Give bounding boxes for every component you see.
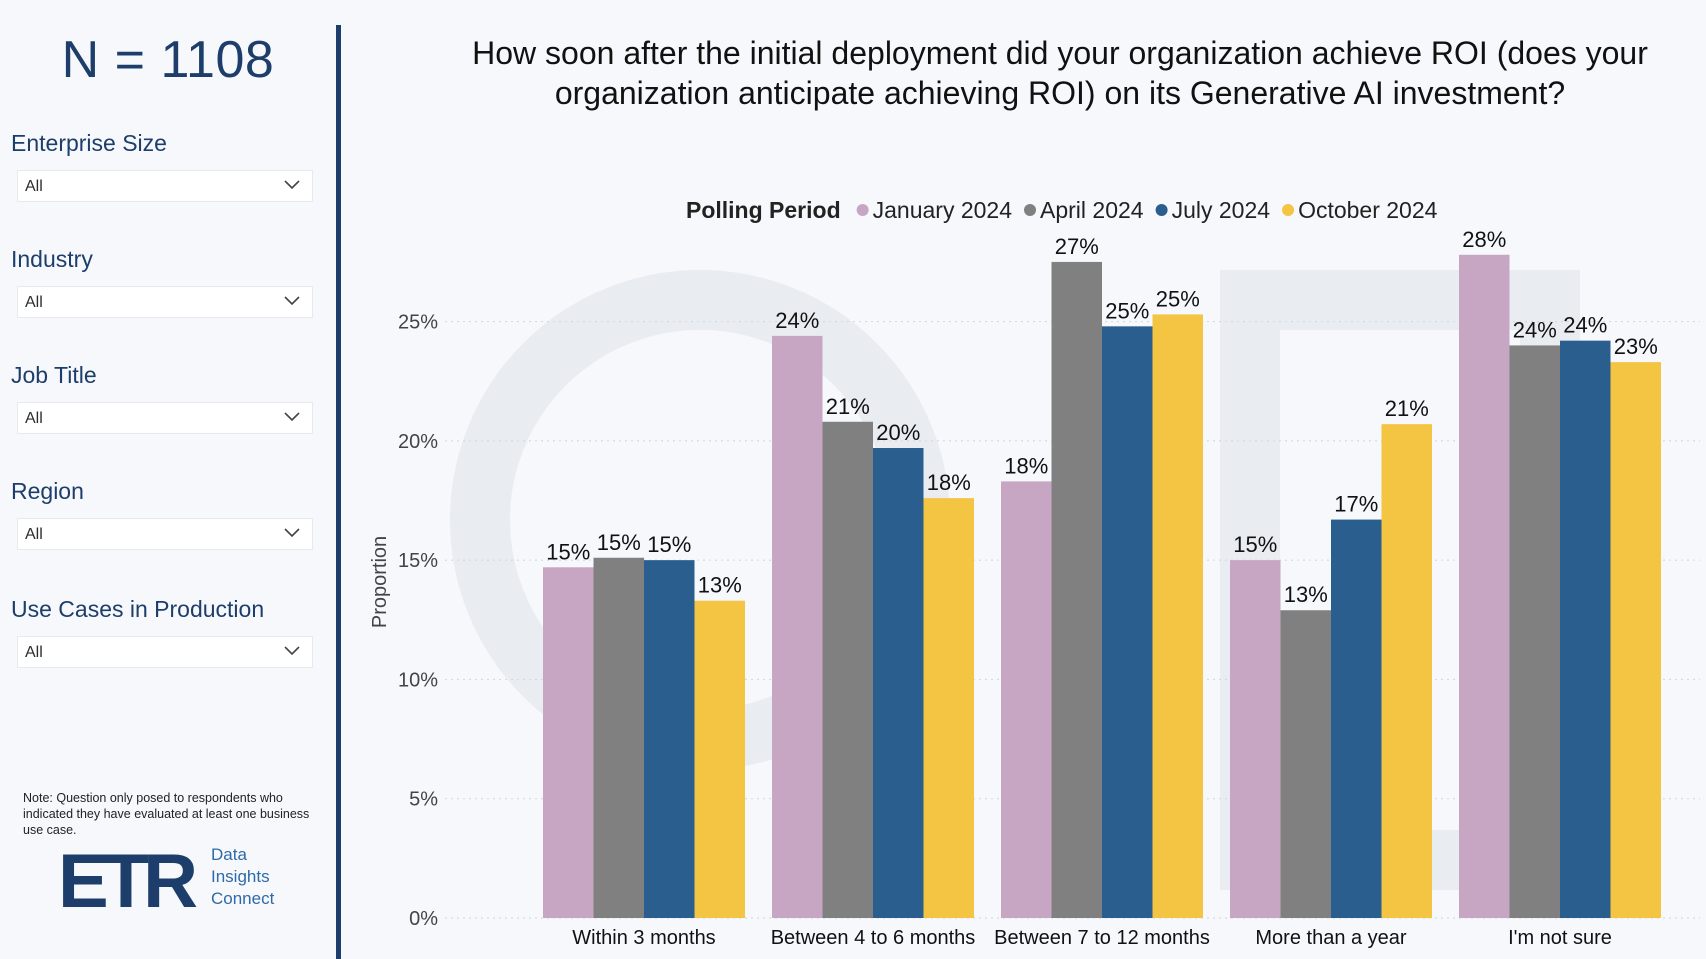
filter-label-industry: Industry [11, 246, 93, 272]
y-tick-label: 5% [409, 789, 438, 811]
use-cases-dropdown[interactable]: All [17, 636, 313, 668]
logo-line-data: Data [211, 845, 247, 864]
chevron-down-icon [284, 528, 300, 538]
enterprise-size-dropdown[interactable]: All [17, 170, 313, 202]
bar-value-label: 20% [876, 420, 920, 445]
y-tick-label: 0% [409, 908, 438, 930]
bar [1280, 610, 1331, 918]
bar-value-label: 18% [1004, 453, 1048, 478]
chart-bars [543, 254, 1661, 919]
chart-legend: Polling Period January 2024 April 2024 July… [686, 197, 1438, 223]
bar [1331, 519, 1382, 918]
bar-value-label: 13% [1284, 582, 1328, 607]
y-axis-title: Proportion [369, 536, 391, 628]
legend-swatch [1155, 204, 1168, 216]
y-axis: 0% 5% 10% 15% 20% 25% Proportion [369, 312, 438, 930]
region-dropdown[interactable]: All [17, 518, 313, 550]
filter-label-enterprise-size: Enterprise Size [11, 130, 167, 156]
bar [1381, 424, 1432, 918]
filter-label-use-cases: Use Cases in Production [11, 596, 265, 622]
sidebar-divider [336, 25, 341, 959]
legend-item: July 2024 [1172, 197, 1271, 223]
job-title-value: All [25, 410, 43, 427]
logo-line-connect: Connect [211, 889, 275, 908]
x-category-label: Within 3 months [572, 927, 715, 949]
legend-swatch [856, 204, 869, 216]
bar-value-label: 18% [927, 470, 971, 495]
chevron-down-icon [284, 412, 300, 422]
bar-value-label: 13% [698, 573, 742, 598]
bar-value-label: 28% [1462, 227, 1506, 252]
bar [543, 567, 594, 918]
chart-title: How soon after the initial deployment di… [472, 35, 1648, 111]
enterprise-size-value: All [25, 178, 43, 195]
filter-label-job-title: Job Title [11, 362, 97, 388]
region-value: All [25, 526, 43, 543]
survey-note: Note: Question only posed to respondents… [23, 791, 310, 837]
bar [1459, 254, 1510, 918]
bar [644, 560, 695, 918]
bar [1051, 261, 1102, 918]
bar-value-label: 24% [1563, 313, 1607, 338]
bar [694, 600, 745, 918]
bar [1001, 481, 1052, 918]
job-title-dropdown[interactable]: All [17, 402, 313, 434]
logo-line-insights: Insights [211, 867, 270, 886]
legend-item: January 2024 [873, 197, 1013, 223]
industry-value: All [25, 294, 43, 311]
bar-value-label: 25% [1156, 286, 1200, 311]
bar [822, 421, 873, 918]
bar-value-label: 21% [826, 394, 870, 419]
data-labels: 15% 15% 15%13%24%21%20%18%18%27%25% 25%15%1… [546, 227, 1658, 607]
bar-value-label: 21% [1385, 396, 1429, 421]
bar [1230, 560, 1281, 918]
x-category-label: More than a year [1255, 927, 1407, 949]
x-category-label: Between 7 to 12 months [994, 927, 1210, 949]
use-cases-value: All [25, 644, 43, 661]
y-tick-label: 20% [398, 431, 438, 453]
x-axis: Within 3 months Between 4 to 6 months Betw… [572, 927, 1612, 949]
legend-item: April 2024 [1040, 197, 1144, 223]
bar [873, 448, 924, 918]
bar [593, 557, 644, 918]
bar [923, 498, 974, 918]
respondent-count: N = 1108 [61, 31, 275, 89]
bar [1560, 340, 1611, 919]
bar-value-label: 24% [1513, 317, 1557, 342]
bar [1152, 314, 1203, 918]
bar-value-label: 17% [1334, 492, 1378, 517]
bar [1610, 362, 1661, 919]
etr-logo: ETR Data Insights Connect [58, 845, 298, 915]
bar-value-label: 23% [1614, 334, 1658, 359]
bar-value-label: 25% [1105, 298, 1149, 323]
etr-logo-mark: ETR [58, 845, 203, 915]
bar-value-label: 24% [775, 308, 819, 333]
filter-sidebar: N = 1108 Enterprise Size All Industry Al… [0, 0, 336, 959]
legend-item: October 2024 [1298, 197, 1438, 223]
x-category-label: I'm not sure [1508, 927, 1612, 949]
legend-swatch [1282, 204, 1295, 216]
etr-logo-text: ETR [58, 845, 197, 915]
legend-swatch [1024, 204, 1037, 216]
chevron-down-icon [284, 646, 300, 656]
chevron-down-icon [284, 296, 300, 306]
industry-dropdown[interactable]: All [17, 286, 313, 318]
bar [1102, 326, 1153, 918]
y-tick-label: 25% [398, 312, 438, 334]
y-tick-label: 15% [398, 550, 438, 572]
legend-title: Polling Period [686, 197, 841, 223]
bar-value-label: 15% [1233, 532, 1277, 557]
filter-label-region: Region [11, 478, 84, 504]
bar-value-label: 27% [1055, 234, 1099, 259]
y-tick-label: 10% [398, 669, 438, 691]
bar-value-label: 15% [597, 530, 641, 555]
bar [1509, 345, 1560, 918]
x-category-label: Between 4 to 6 months [771, 927, 976, 949]
bar [772, 335, 823, 918]
bar-value-label: 15% [546, 539, 590, 564]
bar-value-label: 15% [647, 532, 691, 557]
chevron-down-icon [284, 180, 300, 190]
